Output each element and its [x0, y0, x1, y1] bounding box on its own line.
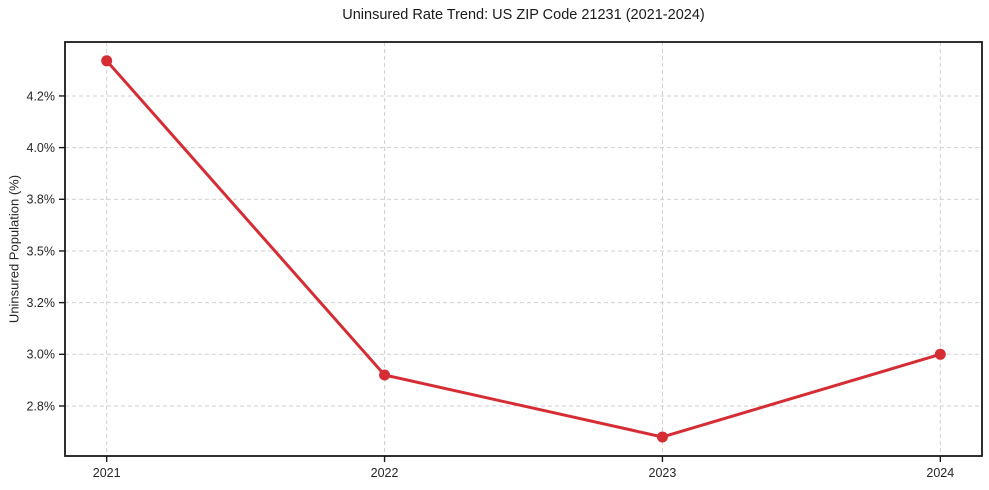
data-point-2024	[934, 348, 946, 360]
y-tick-label: 4.0%	[27, 141, 56, 155]
x-tick-label: 2022	[371, 466, 399, 480]
x-tick-label: 2023	[649, 466, 677, 480]
y-tick-label: 3.8%	[27, 193, 56, 207]
y-tick-label: 3.5%	[27, 244, 56, 258]
x-tick-label: 2021	[93, 466, 121, 480]
data-point-2023	[656, 431, 668, 443]
x-tick-label: 2024	[926, 466, 954, 480]
y-tick-label: 2.8%	[27, 399, 56, 413]
data-point-2022	[379, 369, 391, 381]
y-tick-label: 4.2%	[27, 89, 56, 103]
y-tick-label: 3.2%	[27, 296, 56, 310]
data-point-2021	[101, 55, 113, 67]
chart-title: Uninsured Rate Trend: US ZIP Code 21231 …	[342, 7, 705, 23]
trend-line	[105, 59, 942, 439]
plot-border	[64, 41, 983, 457]
y-tick-label: 3.0%	[27, 348, 56, 362]
